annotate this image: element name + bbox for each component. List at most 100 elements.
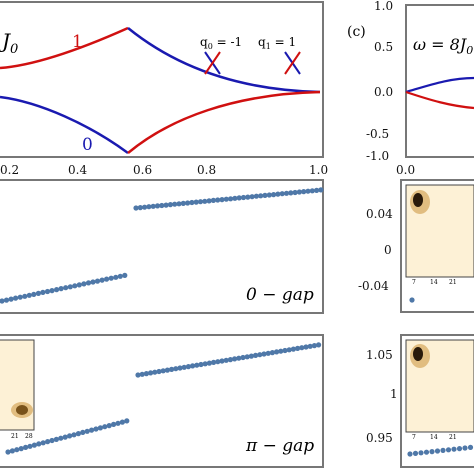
y-tick-label: -1.0 (366, 149, 389, 163)
panel-right-bot-frame (400, 334, 474, 468)
dot (49, 288, 55, 294)
dot (451, 446, 457, 452)
dot (36, 441, 42, 447)
dot (17, 294, 23, 300)
panel-b-frame (0, 1, 324, 158)
dot (314, 187, 320, 193)
dot (143, 371, 149, 377)
dot (316, 342, 322, 348)
right-bot-hotspot (413, 347, 423, 361)
dot (296, 189, 302, 195)
dot (97, 425, 103, 431)
dot (303, 344, 309, 350)
dot (159, 202, 165, 209)
dot (271, 192, 277, 198)
dot (301, 189, 307, 195)
dot (169, 366, 175, 372)
dot (274, 349, 280, 355)
dot (236, 355, 242, 361)
y-tick-label: 0.95 (366, 431, 393, 445)
x-tick-label: 0.8 (197, 163, 216, 177)
panel-c-label: (c) (347, 24, 366, 40)
dot (113, 274, 119, 280)
dot (292, 189, 298, 196)
dot (111, 421, 117, 427)
dot (62, 434, 68, 440)
pi-gap-dots (5, 342, 322, 455)
dot (146, 204, 152, 210)
dot (206, 360, 212, 366)
dot (258, 193, 264, 199)
inset-hotspot-halo (11, 402, 33, 418)
dot (288, 190, 294, 196)
dot (156, 368, 162, 375)
dot (89, 427, 95, 433)
dot (219, 197, 225, 203)
dot (8, 296, 14, 302)
dot (279, 191, 285, 197)
panel-zero-gap-frame (0, 179, 324, 314)
panel-right-mid-frame (400, 179, 474, 313)
dot (197, 199, 204, 205)
dot (142, 204, 148, 210)
y-tick-label: 1.05 (366, 348, 393, 362)
dot (467, 444, 474, 450)
dot (261, 351, 267, 357)
panel-right-mid: 7 14 21 0.04 0 -0.04 (358, 179, 474, 313)
q0-legend-label: q0 = -1 (200, 35, 242, 51)
dot (456, 446, 463, 452)
dot (307, 343, 313, 349)
dot (53, 436, 60, 442)
dot (18, 446, 24, 452)
dot (423, 449, 430, 455)
y-tick-label: 0 (384, 243, 392, 257)
dot (318, 187, 324, 193)
dot (160, 368, 166, 374)
dot (278, 348, 284, 354)
dot (139, 371, 145, 377)
dot (245, 194, 251, 200)
blue-curve-lower (0, 95, 129, 155)
right-bot-dots (407, 444, 474, 457)
dot (180, 200, 186, 206)
panel-zero-gap: 0 − gap (0, 179, 324, 314)
panel-b-x-ticks: 0.2 0.4 0.6 0.8 1.0 (0, 163, 328, 177)
dot (67, 433, 73, 439)
x-tick-label: 0.0 (396, 163, 415, 177)
dot (5, 449, 11, 455)
dot (31, 442, 37, 448)
panel-c-blue-curve (405, 76, 474, 94)
dot (176, 201, 182, 207)
x-tick-label: 0.4 (68, 163, 87, 177)
dot (108, 275, 114, 281)
red-curve-upper (0, 26, 129, 70)
dot (44, 288, 51, 295)
dot (262, 192, 268, 198)
dot (119, 419, 125, 425)
dot (27, 443, 33, 449)
dot (198, 361, 204, 368)
panel-right-bot: 7 14 21 1.05 1 0.95 (366, 334, 474, 468)
dot (102, 424, 108, 430)
y-tick-label: -0.5 (366, 127, 389, 141)
dot (177, 365, 183, 371)
q1-red-stroke (284, 51, 301, 75)
dot (253, 352, 259, 358)
dot (409, 297, 415, 303)
dot (407, 451, 413, 457)
dot (173, 366, 179, 372)
dot (58, 286, 64, 292)
curve-label-1: 1 (72, 32, 83, 52)
omega-label: ω = 8J0 (413, 35, 473, 57)
dot (67, 284, 73, 290)
dot (0, 298, 5, 304)
panel-c: (c) ω = 8J0 1.0 0.5 0.0 -0.5 -1.0 0.0 (347, 0, 474, 177)
panel-pi-gap-frame (0, 334, 324, 468)
panel-c-red-curve (405, 90, 474, 110)
dot (215, 197, 221, 203)
dot (117, 273, 123, 279)
dot (72, 283, 78, 289)
dot (58, 435, 64, 441)
dot (228, 196, 234, 202)
dot (45, 439, 51, 445)
